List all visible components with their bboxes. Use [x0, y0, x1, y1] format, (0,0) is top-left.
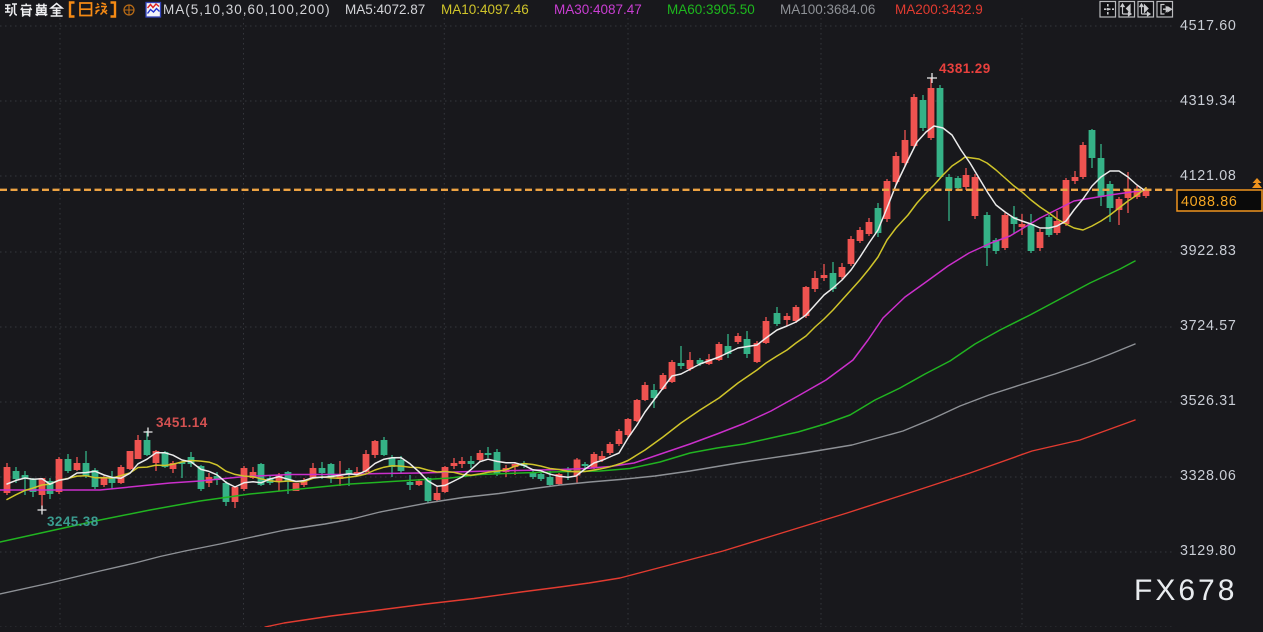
- svg-text:4319.34: 4319.34: [1180, 93, 1237, 109]
- svg-text:3129.80: 3129.80: [1180, 543, 1237, 559]
- svg-text:3451.14: 3451.14: [156, 415, 208, 430]
- svg-text:4088.86: 4088.86: [1181, 194, 1238, 210]
- svg-text:MA100:3684.06: MA100:3684.06: [780, 2, 875, 17]
- svg-text:3328.06: 3328.06: [1180, 468, 1237, 484]
- svg-text:MA30:4087.47: MA30:4087.47: [554, 2, 642, 17]
- svg-text:3245.38: 3245.38: [47, 514, 99, 529]
- svg-text:MA60:3905.50: MA60:3905.50: [667, 2, 755, 17]
- svg-text:MA200:3432.9: MA200:3432.9: [895, 2, 983, 17]
- svg-text:4517.60: 4517.60: [1180, 18, 1237, 34]
- svg-text:4121.08: 4121.08: [1180, 168, 1237, 184]
- svg-text:MA10:4097.46: MA10:4097.46: [441, 2, 529, 17]
- svg-text:4381.29: 4381.29: [939, 61, 991, 76]
- svg-text:MA(5,10,30,60,100,200): MA(5,10,30,60,100,200): [163, 2, 331, 17]
- svg-text:3724.57: 3724.57: [1180, 318, 1237, 334]
- svg-text:3922.83: 3922.83: [1180, 243, 1237, 259]
- svg-text:3526.31: 3526.31: [1180, 393, 1237, 409]
- svg-text:MA5:4072.87: MA5:4072.87: [345, 2, 425, 17]
- svg-text:FX678: FX678: [1134, 574, 1237, 607]
